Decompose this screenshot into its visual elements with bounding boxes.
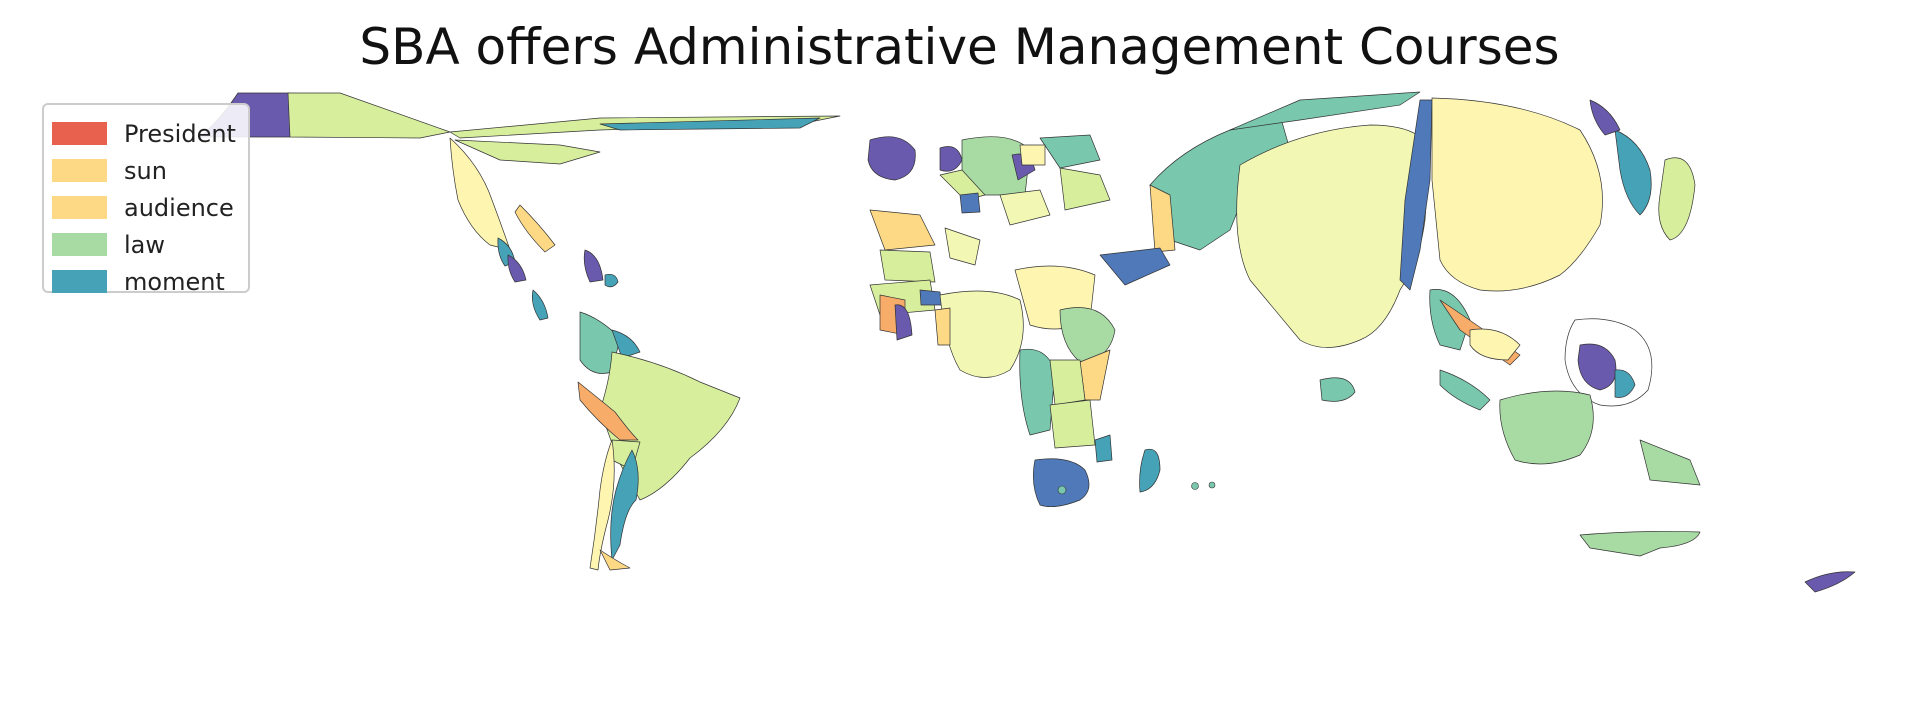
region-mexico bbox=[514, 204, 556, 253]
map-title: SBA offers Administrative Management Cou… bbox=[359, 18, 1560, 76]
island-2 bbox=[1208, 481, 1216, 489]
legend-item: President bbox=[52, 115, 248, 152]
legend-swatch bbox=[52, 270, 107, 293]
region-korea bbox=[1589, 99, 1621, 136]
region-russia-strip bbox=[1229, 91, 1421, 131]
region-sahara bbox=[939, 290, 1024, 378]
region-peru bbox=[577, 381, 639, 441]
legend-swatch bbox=[52, 233, 107, 256]
region-central-america-3 bbox=[531, 289, 549, 321]
region-venezuela bbox=[611, 329, 641, 359]
region-iberia bbox=[879, 249, 936, 283]
region-papua bbox=[1639, 439, 1701, 486]
legend-item: audience bbox=[52, 189, 248, 226]
region-south-africa bbox=[1033, 458, 1090, 507]
legend-label: moment bbox=[124, 267, 225, 296]
legend-item: sun bbox=[52, 152, 248, 189]
region-philippines bbox=[1577, 343, 1617, 391]
region-usa-west bbox=[454, 139, 601, 165]
legend-label: law bbox=[124, 230, 166, 259]
region-malaysia bbox=[1439, 369, 1491, 411]
region-mozambique bbox=[1094, 434, 1113, 463]
region-germany bbox=[999, 189, 1051, 226]
region-patagonia bbox=[599, 549, 631, 571]
region-poland bbox=[1019, 144, 1046, 166]
region-philippines-ring bbox=[1564, 318, 1653, 407]
region-chile bbox=[589, 439, 615, 571]
region-ethiopia bbox=[1059, 307, 1116, 363]
region-norway bbox=[939, 169, 986, 201]
region-sri-lanka bbox=[1319, 377, 1356, 402]
map-legend: President sun audience law moment bbox=[42, 103, 250, 296]
region-belgium bbox=[959, 192, 981, 214]
island-3 bbox=[1057, 485, 1067, 495]
region-ukraine bbox=[1149, 184, 1176, 253]
region-indochina bbox=[1429, 289, 1471, 351]
legend-label: sun bbox=[124, 156, 167, 185]
region-ireland bbox=[939, 146, 963, 172]
region-italy bbox=[944, 227, 981, 266]
region-vietnam bbox=[1469, 328, 1521, 361]
region-siberia bbox=[1431, 97, 1603, 292]
legend-item: moment bbox=[52, 263, 248, 300]
region-japan bbox=[1614, 129, 1652, 216]
region-angola bbox=[1049, 399, 1096, 449]
legend-label: audience bbox=[124, 193, 234, 222]
region-greenland-strip bbox=[599, 117, 821, 131]
region-central-europe bbox=[1039, 134, 1101, 169]
region-west-africa-3 bbox=[919, 289, 943, 306]
region-taiwan bbox=[1658, 157, 1696, 241]
region-nigeria bbox=[934, 307, 951, 346]
region-indonesia bbox=[1499, 390, 1594, 465]
legend-label: President bbox=[124, 119, 236, 148]
region-west-africa-2 bbox=[894, 304, 913, 341]
region-france bbox=[869, 209, 936, 251]
region-central-america-2 bbox=[507, 254, 527, 283]
region-new-zealand bbox=[1804, 571, 1856, 593]
region-canada bbox=[287, 92, 451, 139]
island-1 bbox=[1191, 482, 1199, 490]
legend-swatch bbox=[52, 122, 107, 145]
region-australia bbox=[1579, 531, 1701, 557]
region-central-africa bbox=[1049, 359, 1086, 406]
region-middle-east bbox=[1099, 247, 1171, 286]
region-philippines-2 bbox=[1614, 369, 1636, 398]
region-china bbox=[1236, 124, 1431, 348]
region-russia-west bbox=[1149, 114, 1291, 251]
region-congo bbox=[1019, 348, 1056, 436]
region-uk bbox=[867, 136, 916, 181]
region-balkans bbox=[1059, 167, 1111, 211]
legend-item: law bbox=[52, 226, 248, 263]
region-argentina bbox=[610, 449, 639, 561]
region-caribbean-1 bbox=[583, 249, 604, 283]
legend-swatch bbox=[52, 196, 107, 219]
region-madagascar bbox=[1139, 448, 1161, 493]
legend-swatch bbox=[52, 159, 107, 182]
region-caribbean-2 bbox=[604, 273, 619, 288]
